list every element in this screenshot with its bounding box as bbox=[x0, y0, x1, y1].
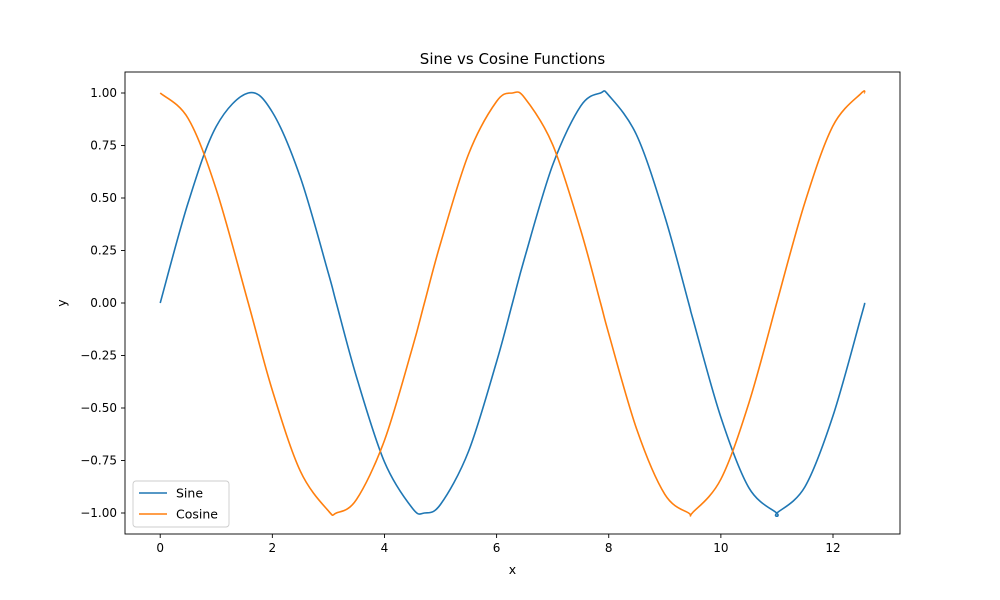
x-tick-label: 12 bbox=[825, 541, 840, 555]
legend-label-cosine: Cosine bbox=[176, 507, 218, 522]
legend: Sine Cosine bbox=[132, 480, 230, 528]
x-axis-label: x bbox=[509, 562, 516, 577]
series-line-cosine bbox=[159, 90, 866, 517]
chart-title: Sine vs Cosine Functions bbox=[420, 50, 606, 68]
x-tick-label: 4 bbox=[381, 541, 389, 555]
y-axis: −1.00 −0.75 −0.50 −0.25 0.00 0.25 0.50 0.75 1.00 bbox=[80, 86, 125, 520]
y-tick-label: 0.00 bbox=[90, 296, 117, 310]
y-tick-label: 0.25 bbox=[90, 244, 117, 258]
y-tick-label: 1.00 bbox=[90, 86, 117, 100]
y-tick-label: −0.75 bbox=[80, 454, 117, 468]
x-tick-label: 0 bbox=[156, 541, 164, 555]
y-tick-label: −0.25 bbox=[80, 349, 117, 363]
series-line-sine bbox=[159, 90, 866, 517]
x-axis: 0 2 4 6 8 10 12 bbox=[156, 534, 841, 555]
y-axis-label: y bbox=[54, 299, 69, 307]
y-tick-label: 0.75 bbox=[90, 139, 117, 153]
x-tick-label: 10 bbox=[713, 541, 728, 555]
y-tick-label: −0.50 bbox=[80, 401, 117, 415]
x-tick-label: 2 bbox=[269, 541, 277, 555]
y-tick-label: −1.00 bbox=[80, 506, 117, 520]
y-tick-label: 0.50 bbox=[90, 191, 117, 205]
x-tick-label: 6 bbox=[493, 541, 501, 555]
legend-label-sine: Sine bbox=[176, 486, 203, 501]
x-tick-label: 8 bbox=[605, 541, 613, 555]
